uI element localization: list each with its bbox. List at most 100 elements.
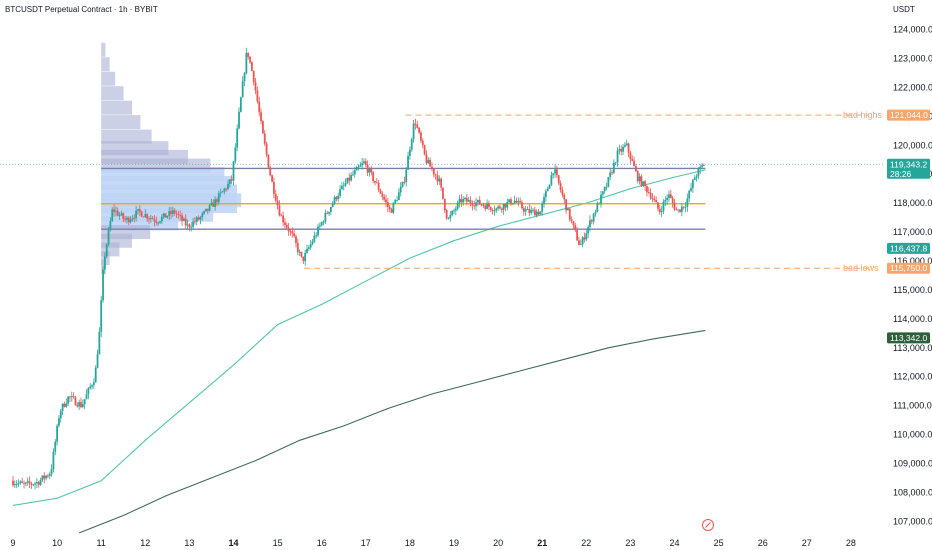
candle-body	[142, 216, 145, 218]
candle-body	[322, 221, 325, 223]
candle-body	[179, 214, 182, 216]
candle-body	[118, 215, 121, 216]
candle-body	[216, 199, 218, 203]
candle-body	[149, 218, 152, 219]
candle-body	[436, 175, 439, 182]
candle-body	[508, 199, 511, 203]
candle-body	[589, 220, 591, 227]
candle-body	[533, 209, 536, 216]
candle-body	[519, 200, 522, 203]
candle-body	[214, 199, 217, 207]
candle-body	[247, 52, 250, 57]
candle-body	[43, 475, 46, 479]
candle-body	[293, 233, 296, 237]
candle-body	[39, 479, 42, 485]
candle-body	[701, 165, 703, 167]
bad-lows-badge-text: 115,750.0	[890, 263, 927, 273]
candle-body	[17, 482, 20, 484]
candle-body	[146, 214, 149, 219]
candle-body	[563, 194, 566, 200]
candle-body	[647, 192, 650, 193]
candle-body	[642, 181, 645, 186]
candle-body	[225, 188, 228, 190]
y-tick-label: 113,000.0	[893, 343, 932, 353]
candle-body	[151, 218, 154, 220]
candle-body	[201, 213, 204, 218]
candle-body	[653, 199, 656, 201]
candle-body	[680, 206, 683, 212]
x-tick-label: 9	[10, 538, 15, 548]
candle-body	[72, 396, 75, 398]
candle-body	[70, 396, 73, 398]
x-tick-label: 10	[52, 538, 62, 548]
y-tick-label: 109,000.0	[893, 458, 932, 468]
candle-body	[486, 203, 488, 209]
candle-body	[335, 197, 338, 200]
candle-body	[585, 233, 588, 240]
candle-body	[219, 192, 222, 194]
candle-body	[173, 210, 176, 214]
candle-body	[517, 200, 520, 203]
candle-body	[160, 216, 163, 222]
candle-body	[32, 484, 35, 486]
candle-body	[309, 244, 312, 248]
volume-profile-bin	[101, 42, 106, 57]
candle-body	[159, 221, 161, 223]
candle-body	[127, 217, 130, 223]
candle-body	[361, 163, 364, 166]
volume-profile-bin	[101, 129, 152, 144]
candle-body	[390, 209, 393, 213]
candle-body	[394, 200, 397, 203]
candle-body	[80, 402, 82, 408]
candle-body	[480, 204, 483, 206]
candle-body	[374, 180, 376, 183]
candle-body	[690, 187, 692, 191]
candle-body	[625, 143, 628, 146]
candle-body	[640, 176, 643, 186]
candle-body	[370, 168, 373, 173]
candle-body	[126, 217, 128, 220]
candle-body	[100, 300, 103, 332]
candle-body	[329, 206, 332, 212]
candle-body	[440, 178, 443, 188]
candle-body	[311, 241, 314, 245]
x-tick-label: 27	[802, 538, 812, 548]
candle-body	[30, 483, 33, 485]
candle-body	[276, 200, 279, 206]
candle-body	[614, 162, 617, 164]
candle-body	[175, 213, 178, 215]
candle-body	[223, 188, 226, 192]
candle-body	[236, 128, 239, 148]
candle-body	[497, 206, 499, 209]
candle-body	[265, 143, 268, 155]
candle-body	[493, 210, 496, 212]
target-icon[interactable]	[702, 519, 714, 531]
candle-body	[541, 203, 544, 212]
candle-body	[300, 251, 303, 257]
candle-body	[622, 146, 624, 152]
candle-body	[15, 483, 18, 485]
candle-body	[245, 52, 248, 74]
candle-body	[607, 177, 610, 187]
candle-body	[421, 140, 424, 146]
candle-body	[559, 183, 562, 190]
candle-body	[456, 202, 459, 209]
candle-body	[567, 208, 569, 211]
candle-body	[269, 167, 272, 176]
candle-body	[655, 200, 658, 203]
candle-body	[572, 221, 575, 226]
candle-body	[285, 224, 288, 228]
candle-body	[510, 199, 512, 205]
x-tick-label: 25	[714, 538, 724, 548]
candle-body	[230, 179, 233, 181]
candle-body	[94, 367, 97, 383]
target-icon-ring	[702, 519, 714, 531]
ma-slow-badge-text: 113,342.0	[890, 333, 927, 343]
candle-body	[449, 214, 452, 219]
x-tick-label: 16	[317, 538, 327, 548]
candle-body	[89, 386, 92, 389]
target-icon-slash	[705, 522, 711, 528]
candle-body	[511, 203, 514, 205]
